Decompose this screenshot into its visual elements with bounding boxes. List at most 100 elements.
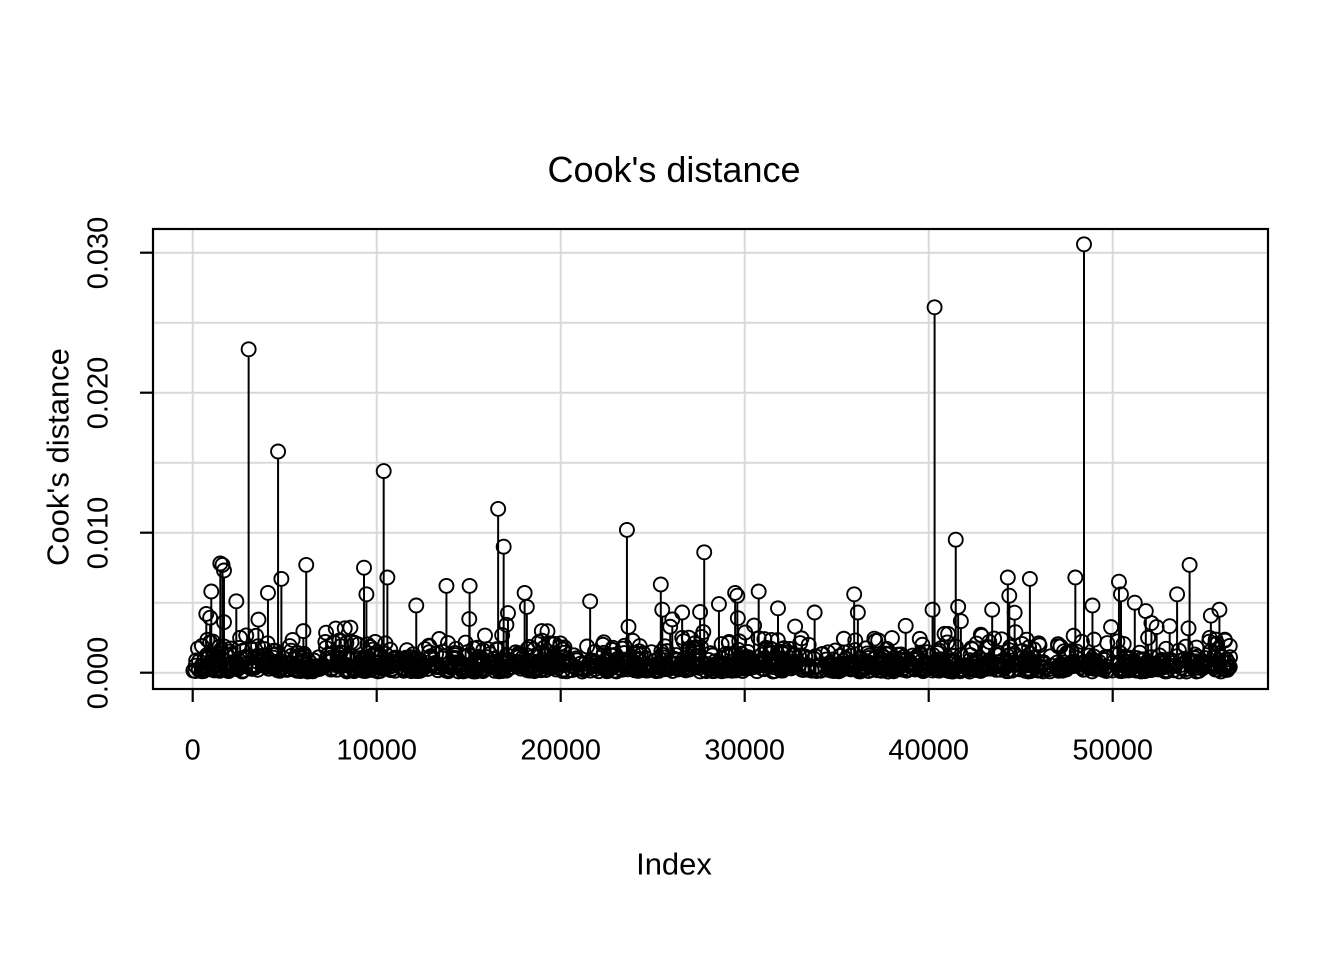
data-point — [1161, 618, 1178, 635]
y-axis-label: Cook's distance — [40, 348, 76, 566]
data-point — [431, 631, 448, 647]
data-point — [926, 299, 943, 316]
data-point — [232, 629, 249, 646]
x-tick-label-40000: 40000 — [888, 734, 970, 767]
data-point — [356, 559, 372, 576]
data-point — [614, 640, 631, 657]
data-point — [846, 586, 863, 603]
data-point — [847, 642, 864, 658]
data-point — [498, 616, 515, 633]
data-point — [265, 642, 282, 659]
data-point — [939, 634, 956, 651]
data-point — [1169, 586, 1186, 603]
data-point — [490, 500, 507, 517]
data-point — [1051, 661, 1068, 678]
data-point — [1136, 651, 1153, 668]
data-point — [475, 652, 492, 669]
data-point — [284, 631, 301, 648]
data-point — [555, 641, 572, 658]
data-point — [854, 661, 871, 678]
data-point — [1177, 638, 1194, 655]
data-point — [794, 661, 810, 678]
data-point — [421, 638, 438, 655]
data-point — [404, 658, 421, 674]
data-point — [649, 662, 666, 679]
data-point — [835, 630, 852, 647]
data-point — [495, 538, 512, 555]
data-point — [1099, 649, 1116, 666]
data-point — [1194, 660, 1211, 677]
data-point — [1001, 587, 1018, 604]
chart-title: Cook's distance — [547, 149, 801, 190]
data-point — [618, 521, 635, 538]
data-point — [359, 636, 376, 653]
data-point — [533, 623, 550, 639]
data-point — [260, 584, 276, 601]
data-point — [228, 593, 245, 610]
data-point — [924, 601, 941, 618]
data-point — [270, 443, 287, 460]
data-point — [309, 658, 326, 675]
y-tick-label-0.030: 0.030 — [82, 216, 115, 289]
data-point — [749, 658, 766, 675]
data-point — [696, 544, 713, 561]
data-point — [984, 601, 1001, 618]
data-point — [624, 632, 641, 649]
data-point — [950, 598, 967, 615]
data-point — [377, 635, 394, 652]
data-point — [690, 645, 707, 662]
data-point — [194, 638, 210, 654]
data-point — [827, 642, 844, 659]
data-point — [613, 660, 630, 677]
data-point — [1041, 661, 1058, 677]
data-point — [500, 605, 516, 622]
data-point — [729, 587, 746, 604]
data-point — [1086, 660, 1103, 677]
data-point — [713, 655, 730, 672]
data-point — [518, 598, 535, 615]
data-point — [426, 656, 442, 673]
data-point — [652, 576, 669, 593]
data-point — [516, 584, 533, 601]
data-point — [1113, 586, 1129, 603]
data-point — [1221, 638, 1238, 654]
data-point — [1181, 556, 1198, 573]
x-tick-label-10000: 10000 — [336, 734, 418, 767]
data-point — [249, 647, 266, 664]
data-point — [541, 659, 558, 676]
data-point — [727, 584, 744, 601]
data-point — [203, 583, 220, 600]
data-point — [724, 662, 740, 679]
data-point — [604, 639, 621, 656]
data-point — [447, 656, 464, 673]
data-point — [587, 661, 604, 678]
data-point — [408, 597, 425, 614]
data-point — [603, 647, 620, 664]
data-point — [579, 638, 596, 655]
data-point — [620, 618, 637, 635]
data-point — [568, 660, 585, 677]
data-point — [198, 605, 215, 622]
data-point — [617, 651, 634, 668]
data-point — [1103, 619, 1120, 636]
data-point — [825, 651, 842, 668]
data-point — [630, 660, 647, 677]
x-tick-label-20000: 20000 — [520, 734, 602, 767]
data-point — [461, 577, 478, 594]
data-point — [1140, 629, 1157, 646]
data-point — [806, 604, 823, 621]
data-point — [1211, 601, 1228, 618]
data-point — [193, 658, 210, 675]
data-point — [961, 663, 978, 680]
data-point — [367, 646, 384, 663]
data-point — [897, 617, 914, 634]
data-point — [675, 633, 692, 650]
data-point — [268, 658, 285, 675]
data-point — [1065, 655, 1082, 672]
data-point — [898, 651, 914, 668]
data-point — [1067, 569, 1084, 586]
data-point — [494, 627, 511, 644]
data-point — [273, 570, 290, 587]
data-point — [333, 658, 350, 674]
